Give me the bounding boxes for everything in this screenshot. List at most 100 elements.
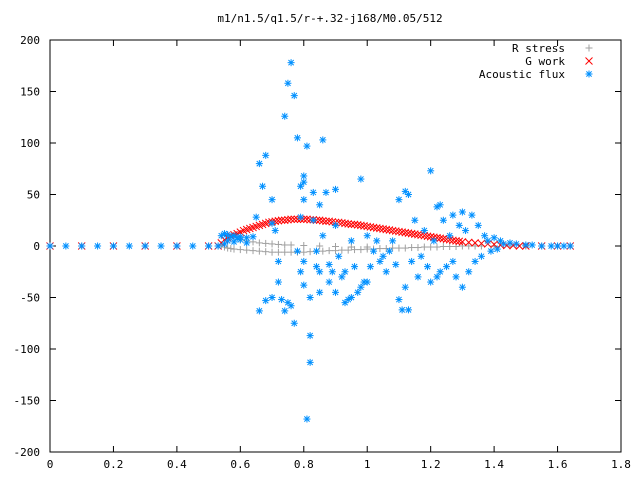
data-point [332, 288, 339, 296]
data-point [316, 288, 324, 296]
data-point [344, 246, 352, 254]
data-point [554, 242, 562, 250]
data-point [360, 222, 368, 230]
data-point [303, 415, 311, 423]
data-point [312, 263, 320, 271]
data-point [446, 232, 454, 240]
data-point [446, 243, 454, 251]
data-point [255, 247, 263, 255]
data-point [255, 239, 263, 247]
data-point [395, 244, 403, 252]
data-point [274, 278, 282, 286]
data-point [224, 244, 232, 252]
data-point [125, 242, 133, 250]
data-point [274, 240, 282, 248]
data-point [319, 136, 327, 144]
data-point [404, 229, 413, 237]
data-point [452, 273, 460, 281]
data-point [224, 237, 232, 245]
series-r-stress [46, 236, 574, 256]
data-point [439, 216, 447, 224]
data-point [281, 307, 289, 315]
data-point [449, 236, 457, 245]
data-point [243, 246, 251, 254]
data-point [462, 227, 470, 235]
data-point [46, 242, 54, 250]
data-point [414, 244, 422, 252]
data-point [287, 59, 295, 67]
data-point [319, 232, 327, 240]
data-point [417, 252, 425, 260]
data-point [274, 216, 283, 225]
data-point [528, 241, 536, 249]
data-point [271, 227, 279, 235]
data-point [341, 268, 349, 276]
data-point [414, 273, 422, 281]
data-point [382, 268, 390, 276]
data-point [227, 245, 235, 253]
x-axis: 0 0.2 0.4 0.6 0.8 1 1.2 1.4 1.6 1.8 [47, 40, 631, 471]
data-point [316, 242, 324, 250]
data-point [332, 243, 339, 251]
data-point [458, 242, 466, 250]
data-point [389, 237, 397, 245]
data-point [363, 222, 372, 231]
data-point [281, 248, 289, 256]
data-point [318, 216, 327, 225]
data-point [284, 215, 292, 224]
data-point [268, 240, 276, 248]
data-point [376, 245, 384, 253]
data-point [350, 220, 359, 229]
data-point [328, 268, 336, 276]
data-point [297, 213, 305, 221]
data-point [300, 178, 308, 186]
x-tick-label: 1.6 [548, 458, 568, 471]
data-point [255, 307, 263, 315]
series-layer [46, 59, 575, 423]
data-point [141, 242, 149, 250]
data-point [439, 243, 447, 251]
legend-marker [585, 44, 593, 52]
data-point [306, 215, 314, 224]
data-point [230, 245, 238, 253]
data-point [249, 233, 257, 241]
data-point [306, 332, 314, 340]
data-point [262, 239, 270, 247]
data-point [300, 281, 308, 289]
data-point [363, 278, 371, 286]
data-point [481, 232, 489, 240]
data-point [401, 283, 409, 291]
data-point [325, 261, 333, 269]
data-point [236, 236, 244, 244]
data-point [249, 247, 257, 255]
data-point [449, 211, 457, 219]
data-point [338, 273, 346, 281]
data-point [458, 238, 467, 246]
data-point [189, 242, 197, 250]
x-tick-label: 0.6 [230, 458, 250, 471]
data-point [315, 216, 324, 225]
data-point [300, 257, 308, 265]
data-point [332, 221, 339, 229]
data-point [407, 229, 416, 238]
data-point [458, 283, 466, 291]
y-tick-label: -150 [14, 395, 41, 408]
data-point [389, 244, 397, 252]
chart-title: m1/n1.5/q1.5/r-+.32-j168/M0.05/512 [217, 12, 442, 25]
data-point [427, 167, 435, 175]
data-point [268, 294, 276, 301]
data-point [357, 221, 365, 230]
data-point [547, 242, 555, 250]
x-tick-label: 1.8 [611, 458, 631, 471]
legend-label: Acoustic flux [479, 68, 565, 81]
data-point [325, 278, 333, 286]
data-point [306, 294, 314, 301]
data-point [303, 142, 311, 150]
y-tick-label: 200 [20, 34, 40, 47]
data-point [458, 208, 466, 216]
x-tick-label: 0 [47, 458, 54, 471]
data-point [379, 225, 387, 233]
data-point [560, 242, 568, 250]
x-tick-label: 1 [364, 458, 371, 471]
